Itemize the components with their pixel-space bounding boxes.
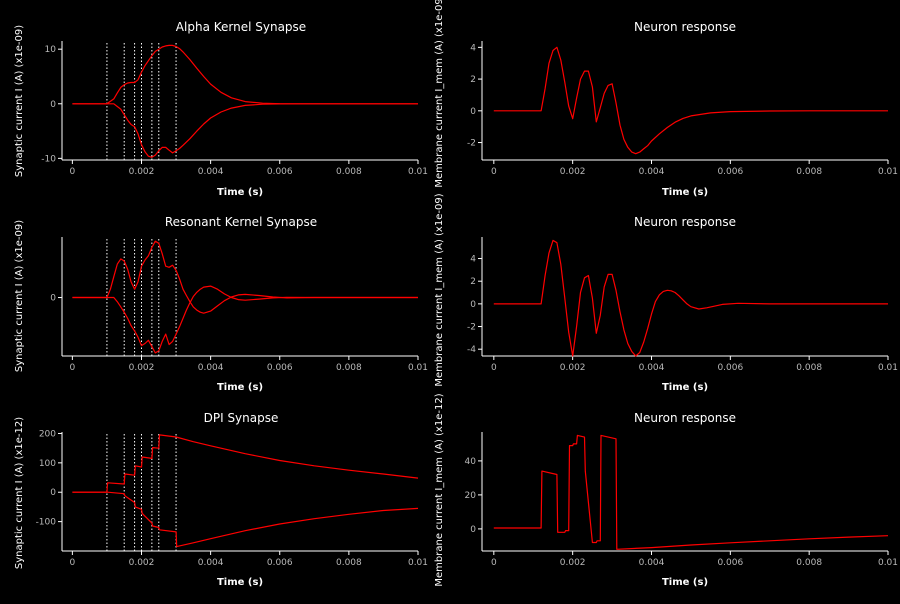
chart-title: Resonant Kernel Synapse — [165, 215, 317, 229]
x-axis-label: Time (s) — [662, 187, 708, 198]
y-tick-label: -100 — [36, 518, 57, 528]
x-tick-label: 0 — [491, 363, 497, 373]
y-tick-label: 0 — [470, 525, 476, 535]
y-tick-label: -10 — [41, 154, 56, 164]
x-tick-label: 0.01 — [408, 167, 428, 177]
x-tick-label: 0.01 — [408, 363, 428, 373]
x-tick-label: 0.006 — [267, 363, 293, 373]
chart-title: Neuron response — [634, 411, 736, 425]
y-tick-label: -2 — [467, 139, 476, 149]
x-tick-label: 0 — [70, 558, 76, 568]
y-axis-label: Membrane current I_mem (A) (x1e-09) — [434, 0, 445, 188]
x-tick-label: 0.01 — [878, 167, 898, 177]
x-tick-label: 0 — [491, 558, 497, 568]
panel-neuron-response-resonant: Neuron response Time (s) Membrane curren… — [434, 193, 898, 393]
x-tick-label: 0.004 — [639, 558, 665, 568]
x-tick-label: 0.008 — [796, 363, 822, 373]
y-axis-label: Synaptic current I (A) (x1e-09) — [14, 25, 25, 177]
x-tick-label: 0.006 — [717, 363, 743, 373]
x-axis-label: Time (s) — [217, 382, 263, 393]
y-axis-label: Membrane current I_mem (A) (x1e-09) — [434, 193, 445, 386]
y-tick-label: 10 — [45, 45, 57, 55]
chart-title: Alpha Kernel Synapse — [176, 20, 306, 34]
x-tick-label: 0.004 — [198, 167, 224, 177]
panel-neuron-response-dpi: Neuron response Time (s) Membrane curren… — [434, 393, 898, 588]
panel-resonant-kernel-synapse: Resonant Kernel Synapse Time (s) Synapti… — [14, 215, 428, 393]
x-tick-label: 0 — [70, 363, 76, 373]
x-tick-label: 0.002 — [560, 558, 586, 568]
y-tick-label: 2 — [470, 75, 476, 85]
series-line-1 — [493, 239, 888, 357]
y-tick-label: 0 — [50, 294, 56, 304]
y-axis-label: Synaptic current I (A) (x1e-12) — [14, 417, 25, 569]
x-tick-label: 0.004 — [639, 167, 665, 177]
series-line-1 — [493, 434, 889, 550]
chart-title: DPI Synapse — [204, 411, 279, 425]
series-line-2 — [72, 491, 419, 548]
x-axis-label: Time (s) — [217, 187, 263, 198]
x-tick-label: 0.008 — [336, 363, 362, 373]
y-tick-label: 40 — [465, 457, 477, 467]
y-tick-label: -2 — [467, 323, 476, 333]
y-tick-label: 0 — [470, 300, 476, 310]
series-line-2 — [72, 103, 418, 158]
x-tick-label: 0.004 — [198, 558, 224, 568]
y-axis-label: Membrane current I_mem (A) (x1e-12) — [434, 393, 445, 586]
panel-dpi-synapse: DPI Synapse Time (s) Synaptic current I … — [14, 411, 428, 588]
y-tick-label: -4 — [467, 345, 476, 355]
series-line-2 — [72, 285, 418, 354]
x-tick-label: 0.006 — [717, 558, 743, 568]
x-tick-label: 0 — [70, 167, 76, 177]
y-tick-label: 0 — [50, 100, 56, 110]
x-tick-label: 0.002 — [560, 167, 586, 177]
x-tick-label: 0.002 — [129, 167, 155, 177]
y-tick-label: 20 — [465, 491, 477, 501]
series-line-1 — [72, 240, 418, 314]
chart-title: Neuron response — [634, 20, 736, 34]
y-tick-label: 0 — [470, 107, 476, 117]
x-tick-label: 0.006 — [267, 558, 293, 568]
x-axis-label: Time (s) — [662, 577, 708, 588]
x-tick-label: 0.004 — [198, 363, 224, 373]
series-line-1 — [72, 44, 418, 105]
x-tick-label: 0.008 — [796, 558, 822, 568]
y-tick-label: 4 — [470, 255, 476, 265]
series-line-1 — [493, 46, 888, 155]
x-tick-label: 0.01 — [408, 558, 428, 568]
x-axis-label: Time (s) — [662, 382, 708, 393]
x-tick-label: 0.006 — [717, 167, 743, 177]
x-tick-label: 0.002 — [560, 363, 586, 373]
x-tick-label: 0 — [491, 167, 497, 177]
x-tick-label: 0.002 — [129, 558, 155, 568]
x-tick-label: 0.008 — [336, 558, 362, 568]
y-tick-label: 4 — [470, 43, 476, 53]
y-tick-label: 0 — [50, 488, 56, 498]
x-tick-label: 0.002 — [129, 363, 155, 373]
panel-alpha-kernel-synapse: Alpha Kernel Synapse Time (s) Synaptic c… — [14, 20, 428, 198]
x-tick-label: 0.008 — [796, 167, 822, 177]
x-tick-label: 0.008 — [336, 167, 362, 177]
series-line-1 — [72, 434, 419, 493]
x-tick-label: 0.004 — [639, 363, 665, 373]
x-axis-label: Time (s) — [217, 577, 263, 588]
chart-title: Neuron response — [634, 215, 736, 229]
y-tick-label: 200 — [39, 429, 56, 439]
x-tick-label: 0.01 — [878, 363, 898, 373]
x-tick-label: 0.01 — [878, 558, 898, 568]
y-tick-label: 2 — [470, 277, 476, 287]
y-axis-label: Synaptic current I (A) (x1e-09) — [14, 220, 25, 372]
x-tick-label: 0.006 — [267, 167, 293, 177]
panel-neuron-response-alpha: Neuron response Time (s) Membrane curren… — [434, 0, 898, 198]
y-tick-label: 100 — [39, 459, 56, 469]
